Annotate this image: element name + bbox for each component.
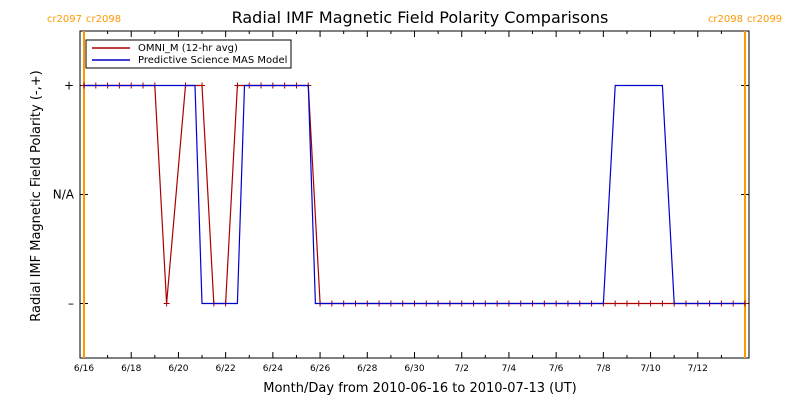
legend-box <box>85 39 292 69</box>
chart-title: Radial IMF Magnetic Field Polarity Compa… <box>232 8 609 27</box>
y-tick-label-2: – <box>68 297 74 311</box>
legend-label-mas: Predictive Science MAS Model <box>138 55 287 66</box>
legend: OMNI_M (12-hr avg) Predictive Science MA… <box>85 39 292 69</box>
series-line-1 <box>84 84 745 305</box>
carrington-marker-right-label-1: cr2099 <box>747 14 782 25</box>
series-0-point-47 <box>647 300 654 307</box>
series-0-point-48 <box>659 300 666 307</box>
series-0-point-7 <box>163 300 170 307</box>
series-layer <box>81 82 748 307</box>
carrington-marker-left-label-0: cr2097 <box>47 14 82 25</box>
x-tick-label-11: 7/8 <box>596 364 611 374</box>
y-axis-label: Radial IMF Magnetic Field Polarity (-,+) <box>29 70 44 321</box>
series-0-point-44 <box>612 300 619 307</box>
x-tick-label-9: 7/4 <box>502 364 517 374</box>
x-tick-label-3: 6/22 <box>216 364 236 374</box>
carrington-marker-left-label-1: cr2098 <box>708 14 743 25</box>
x-tick-label-13: 7/12 <box>688 364 708 374</box>
series-0-point-45 <box>623 300 630 307</box>
x-tick-label-6: 6/28 <box>357 364 377 374</box>
legend-label-omni: OMNI_M (12-hr avg) <box>138 43 238 54</box>
x-tick-label-4: 6/24 <box>263 364 283 374</box>
x-tick-label-8: 7/2 <box>454 364 468 374</box>
x-tick-label-5: 6/26 <box>310 364 330 374</box>
y-tick-label-0: + <box>64 79 74 93</box>
x-axis-label: Month/Day from 2010-06-16 to 2010-07-13 … <box>263 381 576 396</box>
series-0-point-46 <box>635 300 642 307</box>
x-tick-label-12: 7/10 <box>640 364 660 374</box>
x-tick-label-7: 6/30 <box>404 364 424 374</box>
carrington-marker-right-label-0: cr2098 <box>86 14 121 25</box>
x-tick-label-1: 6/18 <box>121 364 141 374</box>
x-tick-label-0: 6/16 <box>74 364 94 374</box>
y-tick-label-1: N/A <box>53 188 75 202</box>
series-0-point-12 <box>234 82 241 89</box>
x-tick-label-2: 6/20 <box>168 364 188 374</box>
series-0-point-9 <box>199 82 206 89</box>
x-tick-label-10: 7/6 <box>549 364 564 374</box>
tick-layer: 6/16 6/18 6/20 6/22 6/24 6/26 6/28 6/30 7/2 7/4 7/… <box>53 31 749 374</box>
